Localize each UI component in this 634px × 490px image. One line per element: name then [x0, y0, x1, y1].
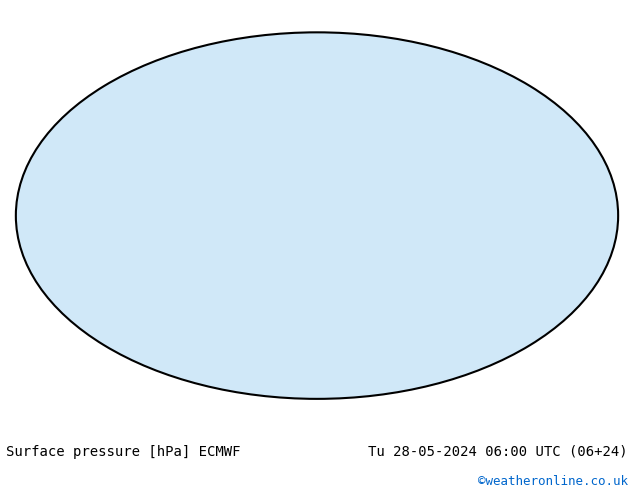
- Ellipse shape: [16, 32, 618, 399]
- Text: ©weatheronline.co.uk: ©weatheronline.co.uk: [477, 475, 628, 488]
- Text: Tu 28-05-2024 06:00 UTC (06+24): Tu 28-05-2024 06:00 UTC (06+24): [368, 445, 628, 459]
- Text: Surface pressure [hPa] ECMWF: Surface pressure [hPa] ECMWF: [6, 445, 241, 459]
